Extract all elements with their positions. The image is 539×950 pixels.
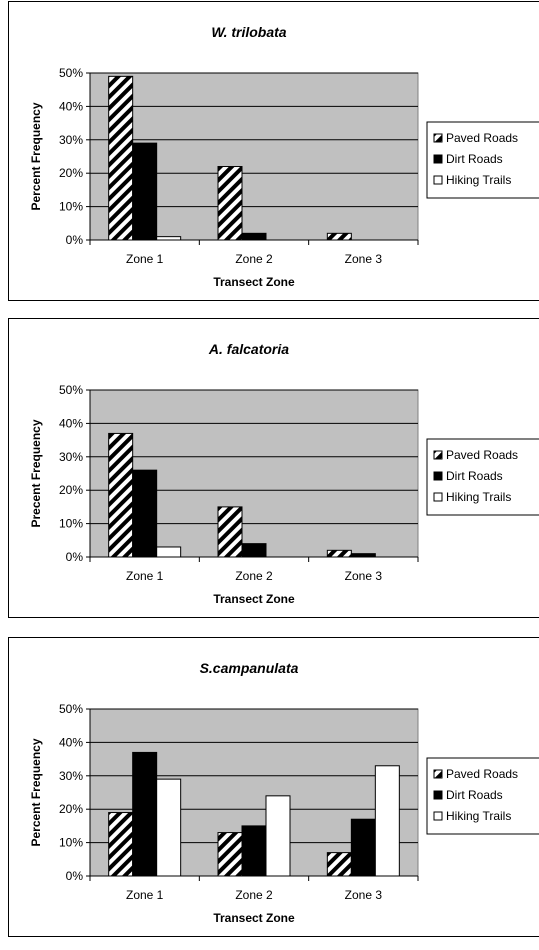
bar-hiking-trails-zone-1	[156, 546, 182, 558]
legend-label-dirt-roads: Dirt Roads	[446, 788, 503, 802]
bar-dirt-roads-zone-1	[132, 751, 158, 877]
x-tick-label: Zone 3	[345, 888, 383, 902]
legend-box	[426, 121, 539, 199]
legend-swatch-hiking-trails	[433, 175, 443, 185]
bar-paved-roads-zone-3	[326, 549, 352, 558]
bar-paved-roads-zone-3	[326, 852, 352, 877]
y-tick-label: 30%	[59, 769, 83, 783]
y-tick-label: 50%	[59, 702, 83, 716]
y-tick-label: 0%	[66, 233, 84, 247]
legend-swatch-paved-roads	[433, 133, 443, 143]
bar-paved-roads-zone-1	[108, 75, 134, 241]
legend-label-paved-roads: Paved Roads	[446, 448, 518, 462]
bar-dirt-roads-zone-2	[241, 232, 267, 241]
y-axis-title: Percent Frequency	[29, 102, 43, 210]
legend-box	[426, 438, 539, 516]
legend-label-dirt-roads: Dirt Roads	[446, 469, 503, 483]
y-tick-label: 50%	[59, 66, 83, 80]
x-tick-label: Zone 2	[235, 569, 273, 583]
y-tick-label: 20%	[59, 166, 83, 180]
y-tick-label: 0%	[66, 869, 84, 883]
legend-swatch-hiking-trails	[433, 811, 443, 821]
chart-w-trilobata: W. trilobata 0% 10% 20% 30% 40% 50% Zone 1 Zone …	[29, 24, 539, 289]
x-tick-label: Zone 2	[235, 252, 273, 266]
bar-paved-roads-zone-1	[108, 432, 134, 558]
y-tick-label: 40%	[59, 416, 83, 430]
y-axis-title: Precent Frequency	[29, 419, 43, 527]
y-tick-label: 10%	[59, 200, 83, 214]
legend-box	[426, 757, 539, 835]
chart-title: A. falcatoria	[208, 341, 289, 357]
y-tick-label: 10%	[59, 517, 83, 531]
legend-swatch-dirt-roads	[433, 154, 443, 164]
y-tick-label: 30%	[59, 450, 83, 464]
y-axis-title: Percent Frequency	[29, 738, 43, 846]
legend-swatch-dirt-roads	[433, 790, 443, 800]
chart-a-falcatoria: A. falcatoria 0% 10% 20% 30% 40% 50% Zone 1 Zone…	[29, 341, 539, 606]
bar-paved-roads-zone-1	[108, 812, 134, 877]
chart-s-campanulata: S.campanulata 0% 10% 20% 30% 40% 50% Zone 1 Zone…	[29, 660, 539, 925]
chart-panel-3: S.campanulata 0% 10% 20% 30% 40% 50% Zone 1 Zone…	[8, 637, 539, 937]
x-axis-title: Transect Zone	[213, 592, 295, 606]
bar-dirt-roads-zone-2	[241, 825, 267, 877]
legend-label-dirt-roads: Dirt Roads	[446, 152, 503, 166]
bar-dirt-roads-zone-1	[132, 142, 158, 241]
bar-hiking-trails-zone-1	[156, 778, 182, 877]
legend-swatch-paved-roads	[433, 769, 443, 779]
legend-label-paved-roads: Paved Roads	[446, 131, 518, 145]
x-tick-label: Zone 2	[235, 888, 273, 902]
legend-swatch-paved-roads	[433, 450, 443, 460]
bar-hiking-trails-zone-1	[156, 236, 182, 241]
bar-dirt-roads-zone-1	[132, 469, 158, 558]
x-tick-label: Zone 3	[345, 252, 383, 266]
bar-paved-roads-zone-2	[217, 832, 243, 877]
bar-dirt-roads-zone-2	[241, 543, 267, 558]
x-axis-title: Transect Zone	[213, 275, 295, 289]
y-tick-label: 0%	[66, 550, 84, 564]
y-tick-label: 20%	[59, 802, 83, 816]
legend-label-hiking-trails: Hiking Trails	[446, 809, 511, 823]
y-tick-label: 30%	[59, 133, 83, 147]
x-axis-title: Transect Zone	[213, 911, 295, 925]
chart-panel-1: W. trilobata 0% 10% 20% 30% 40% 50% Zone 1 Zone …	[8, 1, 539, 301]
bar-paved-roads-zone-3	[326, 232, 352, 241]
y-tick-label: 20%	[59, 483, 83, 497]
x-tick-label: Zone 1	[126, 888, 164, 902]
legend-swatch-dirt-roads	[433, 471, 443, 481]
chart-title: W. trilobata	[211, 24, 286, 40]
legend-swatch-hiking-trails	[433, 492, 443, 502]
y-tick-label: 40%	[59, 99, 83, 113]
legend-label-hiking-trails: Hiking Trails	[446, 173, 511, 187]
x-tick-label: Zone 3	[345, 569, 383, 583]
bar-paved-roads-zone-2	[217, 166, 243, 241]
chart-title: S.campanulata	[200, 660, 299, 676]
bar-paved-roads-zone-2	[217, 506, 243, 558]
x-tick-label: Zone 1	[126, 569, 164, 583]
bar-dirt-roads-zone-3	[350, 818, 376, 877]
y-tick-label: 40%	[59, 735, 83, 749]
bar-hiking-trails-zone-2	[265, 795, 291, 877]
y-tick-label: 10%	[59, 836, 83, 850]
x-tick-label: Zone 1	[126, 252, 164, 266]
bar-hiking-trails-zone-3	[374, 765, 400, 877]
legend-label-paved-roads: Paved Roads	[446, 767, 518, 781]
y-tick-label: 50%	[59, 383, 83, 397]
legend-label-hiking-trails: Hiking Trails	[446, 490, 511, 504]
chart-panel-2: A. falcatoria 0% 10% 20% 30% 40% 50% Zone 1 Zone…	[8, 318, 539, 618]
bar-dirt-roads-zone-3	[350, 553, 376, 558]
